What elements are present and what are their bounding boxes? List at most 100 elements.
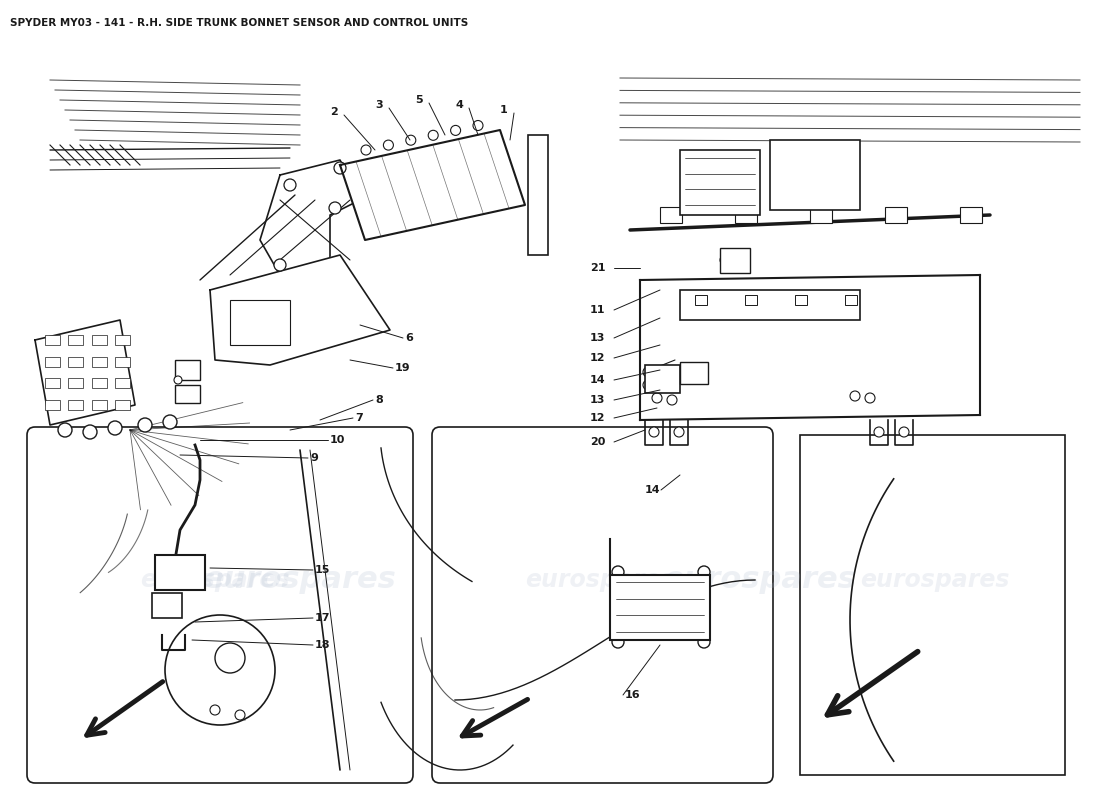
Circle shape [534, 241, 542, 249]
Circle shape [534, 211, 542, 219]
Circle shape [698, 636, 710, 648]
Bar [795, 295, 807, 305]
Circle shape [451, 126, 461, 135]
Bar [175, 360, 200, 380]
Circle shape [534, 181, 542, 189]
Bar [91, 335, 107, 345]
Bar [735, 207, 757, 223]
FancyBboxPatch shape [28, 427, 412, 783]
Circle shape [534, 166, 542, 174]
Bar [91, 378, 107, 388]
Circle shape [174, 376, 182, 384]
Circle shape [644, 367, 653, 377]
Bar [528, 135, 548, 255]
Text: 2: 2 [330, 107, 338, 117]
Text: eurospares: eurospares [141, 568, 289, 592]
Bar [770, 140, 860, 210]
Bar [680, 362, 708, 384]
Text: eurospares: eurospares [526, 568, 674, 592]
Bar [68, 335, 84, 345]
Bar [800, 435, 1065, 775]
Bar [610, 575, 710, 640]
Bar [116, 400, 130, 410]
Text: 19: 19 [395, 363, 410, 373]
Bar [175, 385, 200, 403]
Bar [660, 207, 682, 223]
Bar [645, 365, 680, 393]
Circle shape [681, 369, 689, 377]
Circle shape [235, 710, 245, 720]
Bar [720, 248, 750, 273]
Text: 5: 5 [415, 95, 422, 105]
Bar [845, 295, 857, 305]
Text: eurospares: eurospares [860, 568, 1010, 592]
Text: 13: 13 [590, 333, 605, 343]
Text: 7: 7 [355, 413, 363, 423]
Text: 3: 3 [375, 100, 383, 110]
Text: 17: 17 [315, 613, 330, 623]
Circle shape [163, 415, 177, 429]
Circle shape [361, 145, 371, 155]
Text: 20: 20 [590, 437, 605, 447]
Circle shape [649, 427, 659, 437]
Text: 21: 21 [590, 263, 605, 273]
Polygon shape [260, 160, 360, 275]
Bar [45, 400, 60, 410]
Circle shape [534, 136, 542, 144]
Text: 4: 4 [455, 100, 463, 110]
FancyBboxPatch shape [432, 427, 773, 783]
Circle shape [612, 636, 624, 648]
Bar [116, 378, 130, 388]
Bar [45, 378, 60, 388]
Bar [116, 335, 130, 345]
Text: 16: 16 [625, 690, 640, 700]
Text: SPYDER MY03 - 141 - R.H. SIDE TRUNK BONNET SENSOR AND CONTROL UNITS: SPYDER MY03 - 141 - R.H. SIDE TRUNK BONN… [10, 18, 469, 28]
Text: 1: 1 [500, 105, 508, 115]
Bar [116, 357, 130, 366]
Bar [68, 378, 84, 388]
Circle shape [720, 255, 730, 265]
Circle shape [384, 140, 394, 150]
Text: 11: 11 [590, 305, 605, 315]
Circle shape [138, 418, 152, 432]
Circle shape [652, 393, 662, 403]
Circle shape [406, 135, 416, 146]
Text: 14: 14 [645, 485, 661, 495]
Bar [886, 207, 907, 223]
Bar [960, 207, 982, 223]
Circle shape [473, 121, 483, 130]
Circle shape [644, 380, 653, 390]
Circle shape [274, 259, 286, 271]
Circle shape [334, 162, 346, 174]
Circle shape [534, 196, 542, 204]
Bar [680, 290, 860, 320]
Circle shape [667, 395, 676, 405]
Bar [810, 207, 832, 223]
Text: 10: 10 [330, 435, 345, 445]
Bar [91, 400, 107, 410]
Bar [91, 357, 107, 366]
Circle shape [674, 427, 684, 437]
Text: 9: 9 [310, 453, 318, 463]
Circle shape [329, 202, 341, 214]
Circle shape [534, 151, 542, 159]
Bar [68, 357, 84, 366]
Circle shape [58, 423, 72, 437]
Text: eurospares: eurospares [663, 566, 857, 594]
Text: 18: 18 [315, 640, 330, 650]
Circle shape [850, 391, 860, 401]
Bar [152, 593, 182, 618]
Text: 15: 15 [315, 565, 330, 575]
Text: eurospares: eurospares [204, 566, 396, 594]
Circle shape [428, 130, 438, 140]
Bar [45, 335, 60, 345]
Circle shape [165, 615, 275, 725]
Polygon shape [340, 130, 525, 240]
Circle shape [214, 643, 245, 673]
Bar [745, 295, 757, 305]
Text: 13: 13 [590, 395, 605, 405]
Bar [68, 400, 84, 410]
Bar [680, 150, 760, 215]
Circle shape [612, 566, 624, 578]
Circle shape [534, 226, 542, 234]
